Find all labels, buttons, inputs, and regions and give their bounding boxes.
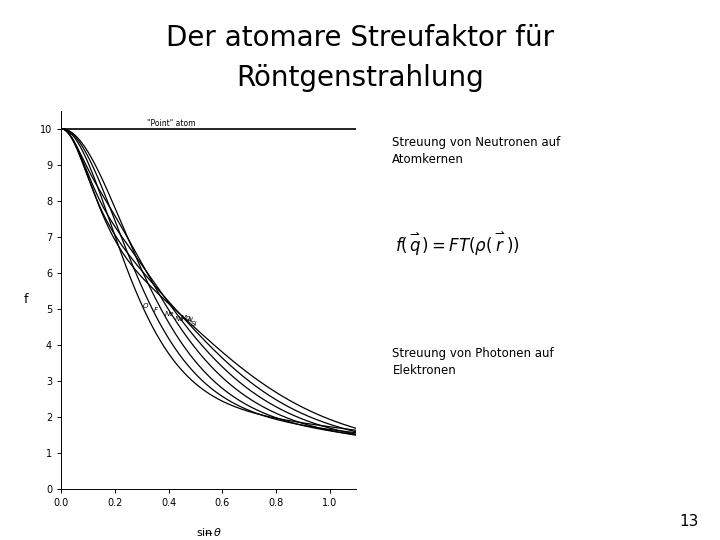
- Text: Streuung von Photonen auf
Elektronen: Streuung von Photonen auf Elektronen: [392, 347, 554, 377]
- Text: $f(\overset{\rightharpoonup}{q})=FT(\rho(\overset{\rightharpoonup}{r}))$: $f(\overset{\rightharpoonup}{q})=FT(\rho…: [395, 230, 519, 258]
- Text: Der atomare Streufaktor für: Der atomare Streufaktor für: [166, 24, 554, 52]
- Text: Mg: Mg: [181, 315, 191, 321]
- Text: Röntgenstrahlung: Röntgenstrahlung: [236, 64, 484, 92]
- Text: Ne: Ne: [164, 311, 174, 317]
- Text: Streuung von Neutronen auf
Atomkernen: Streuung von Neutronen auf Atomkernen: [392, 136, 561, 166]
- Text: Si: Si: [192, 321, 198, 327]
- Text: O: O: [143, 302, 148, 308]
- Y-axis label: f: f: [24, 293, 28, 306]
- Text: 13: 13: [679, 514, 698, 529]
- Text: F: F: [154, 307, 158, 313]
- Text: Al: Al: [186, 317, 193, 323]
- Text: $\sin\theta$: $\sin\theta$: [196, 526, 222, 538]
- Text: Na: Na: [175, 316, 185, 322]
- Text: "Point" atom: "Point" atom: [147, 119, 196, 128]
